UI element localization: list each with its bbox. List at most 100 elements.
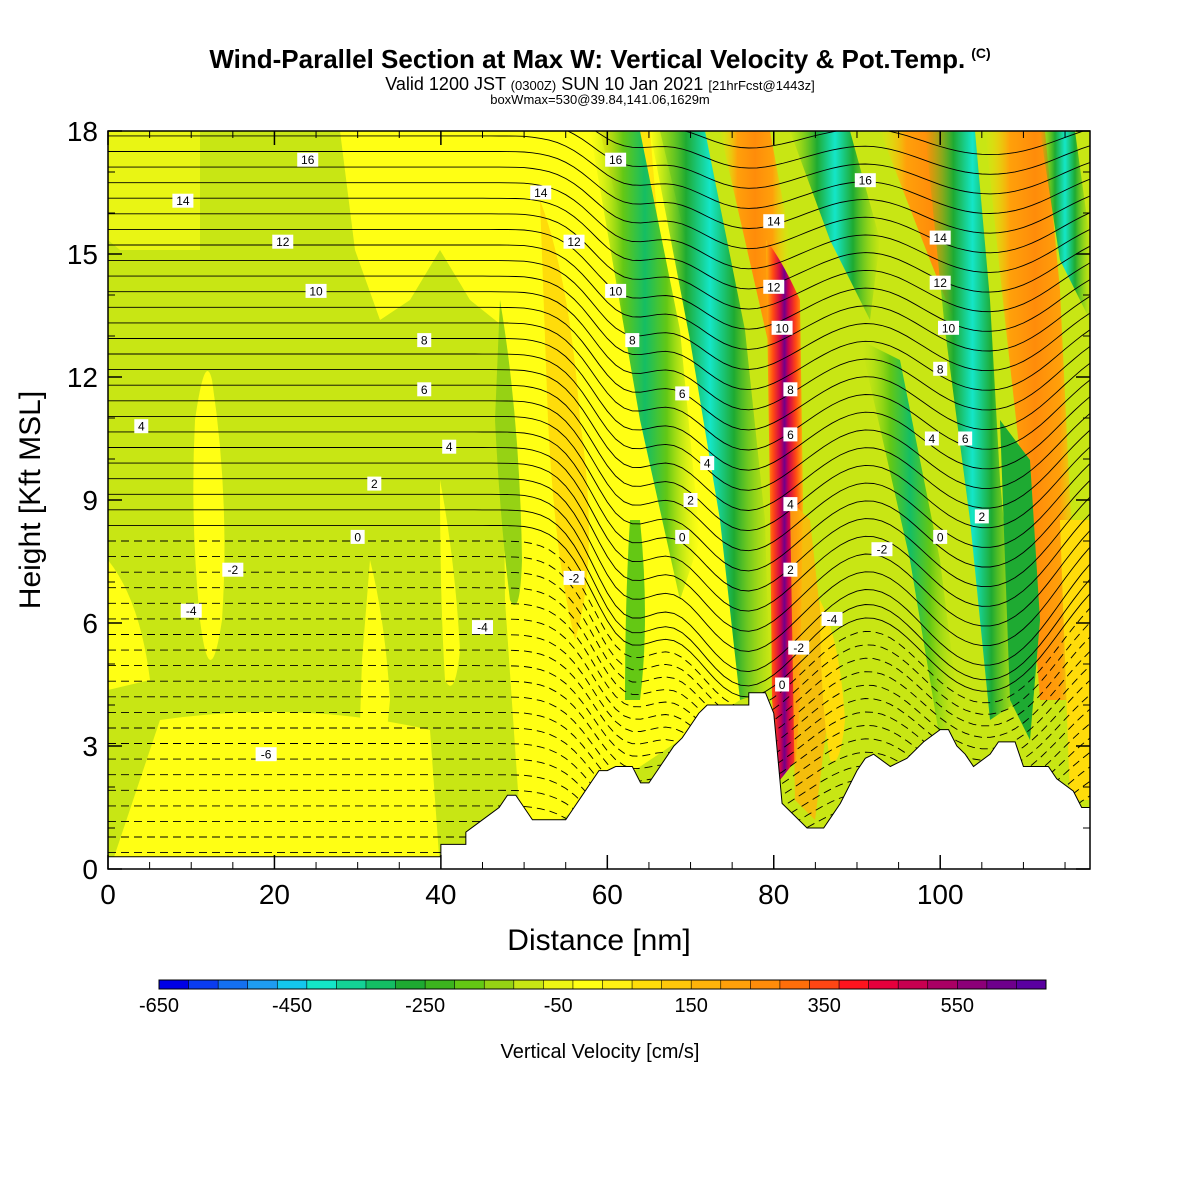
contour-label: 8	[417, 333, 432, 348]
contour-label-text: 0	[779, 678, 786, 692]
contour-label-text: 0	[679, 530, 686, 544]
contour-label-bg	[272, 234, 294, 249]
contour-label: 8	[783, 382, 798, 397]
contour-label: 2	[683, 493, 698, 508]
field-patch	[440, 480, 460, 686]
contour-line	[108, 524, 1090, 698]
contour-label: 6	[958, 431, 973, 446]
valid-zulu: (0300Z)	[510, 78, 557, 93]
colorbar-swatch	[336, 980, 367, 989]
contour-label-text: -2	[877, 543, 888, 557]
contour-label-bg	[350, 529, 365, 544]
contour-line	[108, 602, 1090, 753]
colorbar-swatch	[720, 980, 751, 989]
contour-label-bg	[854, 173, 876, 188]
contour-label-bg	[929, 230, 951, 245]
contour-label-bg	[605, 283, 627, 298]
contour-label-bg	[929, 275, 951, 290]
contour-label-text: 4	[704, 457, 711, 471]
contour-label-bg	[974, 509, 989, 524]
contour-label-text: 10	[309, 284, 323, 298]
contour-line	[108, 291, 1090, 411]
contour-label-text: 14	[934, 231, 948, 245]
contour-label-bg	[788, 640, 810, 655]
y-tick-label: 0	[82, 854, 98, 885]
contour-label: -4	[821, 611, 843, 626]
contour-label-text: 12	[934, 276, 948, 290]
contour-line	[108, 166, 1090, 254]
contour-label: 4	[700, 456, 715, 471]
contour-label-text: 10	[942, 321, 956, 335]
contour-label-text: 16	[609, 153, 623, 167]
contour-label-bg	[625, 333, 640, 348]
colorbar-swatch	[632, 980, 663, 989]
contour-label-bg	[783, 497, 798, 512]
contour-label-bg	[471, 620, 493, 635]
contour-label-bg	[530, 185, 552, 200]
contour-line	[108, 509, 1090, 687]
colorbar-frame	[158, 979, 1047, 990]
contour-label-text: -2	[227, 563, 238, 577]
contour-line	[108, 182, 1090, 273]
contour-label-bg	[938, 320, 960, 335]
contour-line	[108, 556, 1090, 720]
y-tick-label: 3	[82, 731, 98, 762]
colorbar-swatch	[779, 980, 810, 989]
contour-label-bg	[783, 562, 798, 577]
x-tick-label: 80	[758, 879, 789, 910]
contour-label: 12	[929, 275, 951, 290]
contour-label: 4	[442, 439, 457, 454]
chart-subtitle: Valid 1200 JST (0300Z) SUN 10 Jan 2021 […	[0, 74, 1200, 95]
contour-label-bg	[563, 234, 585, 249]
contour-label-text: 2	[787, 563, 794, 577]
contour-label-text: 4	[446, 440, 453, 454]
y-tick-label: 15	[67, 239, 98, 270]
field-patch	[985, 131, 1085, 700]
colorbar-swatch	[306, 980, 337, 989]
contour-label-text: -4	[477, 621, 488, 635]
x-tick-label: 20	[259, 879, 290, 910]
contour-label: 6	[675, 386, 690, 401]
contour-label-text: -2	[569, 571, 580, 585]
contour-label: -2	[222, 562, 244, 577]
colorbar-swatch	[425, 980, 456, 989]
colorbar-swatch	[602, 980, 633, 989]
contour-label-text: -4	[827, 612, 838, 626]
contour-label-text: 6	[421, 383, 428, 397]
contour-line	[108, 244, 1090, 352]
contour-line	[108, 228, 1090, 332]
contour-labels: 16 14 12 10 8 6 4 4 2 0 -2 -4 -4 -6 -2 14 16 12 10 8 6 4 2 0 14 1…	[134, 152, 989, 762]
contour-label-text: 6	[962, 432, 969, 446]
contour-label-text: 14	[534, 186, 548, 200]
contour-label-text: 2	[978, 510, 985, 524]
x-tick-label: 40	[425, 879, 456, 910]
contour-line	[108, 322, 1090, 451]
contour-label: 10	[605, 283, 627, 298]
contour-label-text: -2	[793, 641, 804, 655]
colorbar: -650 -450 -250 -50 150 350 550	[139, 979, 1047, 1017]
contour-label: 10	[305, 283, 327, 298]
contour-line	[108, 852, 577, 869]
colorbar-swatch	[868, 980, 899, 989]
contour-label: -2	[871, 542, 893, 557]
contour-label-bg	[297, 152, 319, 167]
contour-label: 14	[172, 193, 194, 208]
contour-label: 4	[134, 419, 149, 434]
colorbar-swatch	[957, 980, 988, 989]
y-tick-label: 6	[82, 608, 98, 639]
terrain	[107, 692, 1091, 870]
contour-label: 16	[854, 173, 876, 188]
field-patch	[495, 300, 522, 605]
colorbar-tick-label: -450	[272, 995, 312, 1017]
valid-time: Valid 1200 JST	[385, 74, 506, 94]
colorbar-swatch	[898, 980, 929, 989]
contour-label-bg	[783, 382, 798, 397]
contour-label-text: 16	[301, 153, 315, 167]
contour-label-bg	[172, 193, 194, 208]
contour-label: 12	[763, 279, 785, 294]
contour-label-text: 8	[787, 383, 794, 397]
contour-label: 4	[783, 497, 798, 512]
contour-label: 10	[938, 320, 960, 335]
chart-title-text: Wind-Parallel Section at Max W: Vertical…	[209, 44, 966, 74]
